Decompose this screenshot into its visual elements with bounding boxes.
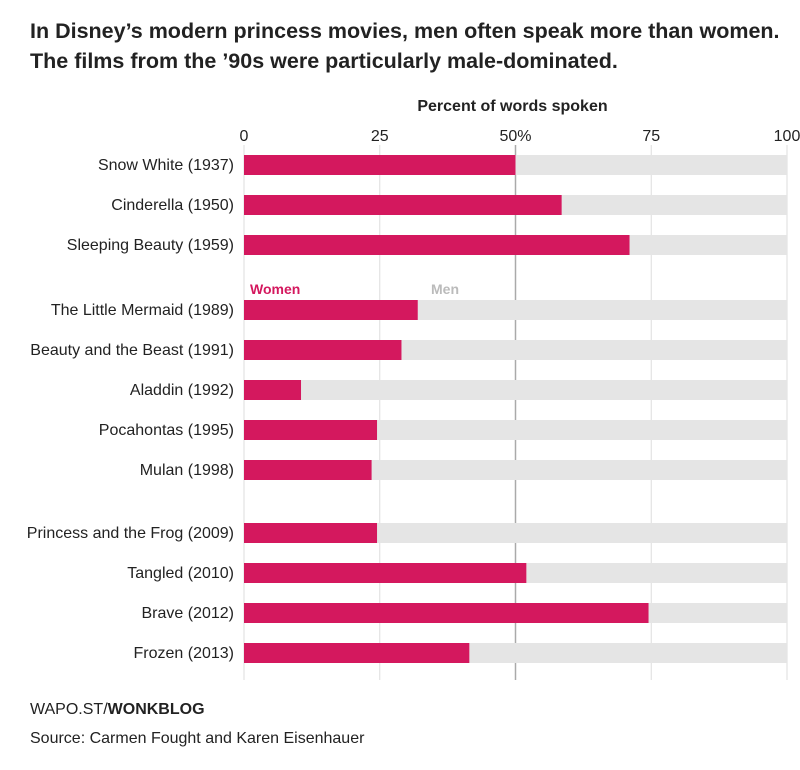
category-label-4: Beauty and the Beast (1991) — [30, 342, 234, 359]
bar-women-3 — [244, 300, 418, 320]
category-label-7: Mulan (1998) — [140, 462, 234, 479]
bar-women-4 — [244, 340, 402, 360]
bar-men-11 — [469, 643, 787, 663]
category-label-0: Snow White (1937) — [98, 157, 234, 174]
category-label-6: Pocahontas (1995) — [99, 422, 234, 439]
category-label-8: Princess and the Frog (2009) — [27, 525, 234, 542]
bar-women-9 — [244, 563, 527, 583]
bar-women-10 — [244, 603, 649, 623]
bar-women-0 — [244, 155, 516, 175]
bar-men-5 — [301, 380, 787, 400]
bar-women-8 — [244, 523, 378, 543]
bar-men-2 — [629, 235, 787, 255]
chart-headline: In Disney’s modern princess movies, men … — [30, 19, 780, 73]
bar-men-4 — [401, 340, 787, 360]
category-label-3: The Little Mermaid (1989) — [51, 302, 234, 319]
brand-name: WONKBLOG — [107, 701, 205, 718]
brand-prefix: WAPO.ST/ — [30, 701, 108, 718]
bar-men-1 — [561, 195, 787, 215]
bar-men-7 — [371, 460, 787, 480]
legend-men: Men — [431, 281, 459, 297]
footer-brand: WAPO.ST/WONKBLOG — [30, 701, 205, 719]
source-note: Source: Carmen Fought and Karen Eisenhau… — [30, 730, 365, 747]
axis-title: Percent of words spoken — [417, 98, 607, 115]
tick-label-100: 100 — [774, 128, 800, 145]
bar-women-7 — [244, 460, 372, 480]
category-label-5: Aladdin (1992) — [130, 382, 234, 399]
tick-label-50: 50% — [499, 128, 531, 145]
category-label-10: Brave (2012) — [142, 605, 235, 622]
bar-women-11 — [244, 643, 470, 663]
category-label-2: Sleeping Beauty (1959) — [67, 237, 234, 254]
bar-women-6 — [244, 420, 378, 440]
bar-women-1 — [244, 195, 562, 215]
bar-men-8 — [377, 523, 787, 543]
bar-men-0 — [515, 155, 787, 175]
bar-women-2 — [244, 235, 630, 255]
bar-men-3 — [417, 300, 787, 320]
legend-women: Women — [250, 281, 300, 297]
bar-chart: Percent of words spoken 0 25 50% 75 100 Snow W… — [27, 98, 800, 680]
category-label-9: Tangled (2010) — [127, 565, 234, 582]
tick-label-0: 0 — [240, 128, 249, 145]
category-label-11: Frozen (2013) — [134, 645, 235, 662]
bar-men-6 — [377, 420, 787, 440]
category-label-1: Cinderella (1950) — [111, 197, 234, 214]
tick-label-75: 75 — [642, 128, 660, 145]
bar-women-5 — [244, 380, 302, 400]
bar-men-9 — [526, 563, 787, 583]
bar-men-10 — [648, 603, 787, 623]
tick-label-25: 25 — [371, 128, 389, 145]
